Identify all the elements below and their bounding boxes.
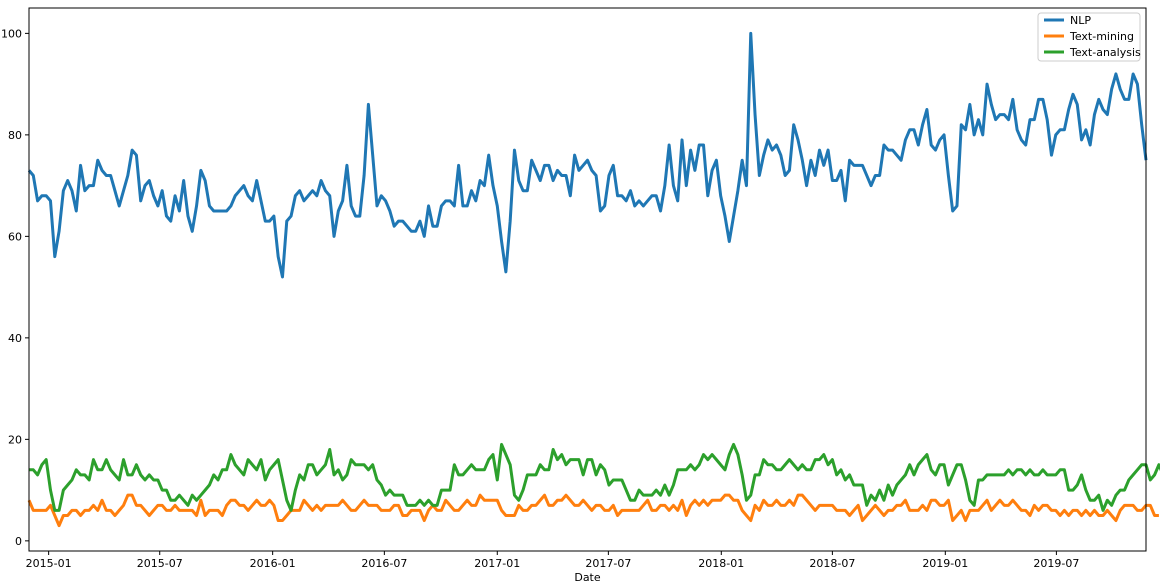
x-axis-ticks: 2015-01 2015-07 2016-01 2016-07 2017-01 2017-… bbox=[26, 551, 1079, 570]
y-tick-label: 20 bbox=[8, 433, 22, 446]
x-tick-label: 2016-07 bbox=[361, 557, 407, 570]
y-tick-label: 60 bbox=[8, 230, 22, 243]
legend-entry-text-mining: Text-mining bbox=[1044, 30, 1134, 43]
legend-label: Text-analysis bbox=[1069, 46, 1141, 59]
y-tick-label: 100 bbox=[1, 27, 22, 40]
x-tick-label: 2015-07 bbox=[137, 557, 183, 570]
x-tick-label: 2018-01 bbox=[698, 557, 744, 570]
legend-entry-text-analysis: Text-analysis bbox=[1044, 46, 1141, 59]
x-tick-label: 2017-01 bbox=[474, 557, 520, 570]
legend: NLP Text-mining Text-analysis bbox=[1037, 12, 1141, 62]
legend-box bbox=[1037, 12, 1141, 62]
y-axis-ticks: 0 20 40 60 80 100 bbox=[1, 27, 29, 548]
y-tick-label: 0 bbox=[15, 535, 22, 548]
series-line-text-analysis bbox=[29, 442, 1160, 512]
plot-frame bbox=[28, 7, 1147, 552]
series-layer bbox=[27, 31, 1160, 528]
y-tick-label: 40 bbox=[8, 332, 22, 345]
x-tick-label: 2019-01 bbox=[922, 557, 968, 570]
y-tick-label: 80 bbox=[8, 129, 22, 142]
x-tick-label: 2016-01 bbox=[250, 557, 296, 570]
plot-background bbox=[29, 8, 1146, 551]
legend-label: NLP bbox=[1070, 14, 1091, 27]
legend-entry-nlp: NLP bbox=[1044, 14, 1091, 27]
x-tick-label: 2019-07 bbox=[1033, 557, 1079, 570]
series-line-nlp bbox=[27, 31, 1148, 279]
x-tick-label: 2018-07 bbox=[809, 557, 855, 570]
series-line-text-mining bbox=[27, 493, 1159, 528]
legend-label: Text-mining bbox=[1069, 30, 1134, 43]
x-tick-label: 2015-01 bbox=[26, 557, 72, 570]
x-tick-label: 2017-07 bbox=[585, 557, 631, 570]
x-axis-title: Date bbox=[574, 571, 601, 584]
